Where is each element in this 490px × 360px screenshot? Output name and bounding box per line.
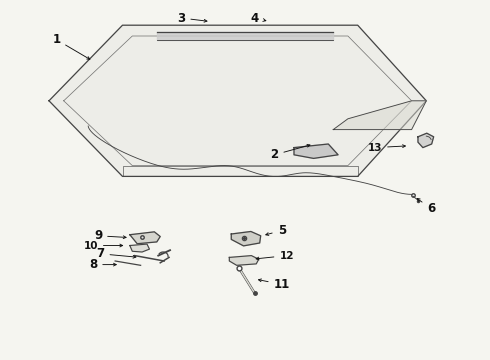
Text: 1: 1 [52, 33, 90, 59]
Text: 4: 4 [251, 12, 266, 24]
Text: 2: 2 [270, 144, 310, 161]
Polygon shape [418, 133, 434, 148]
Text: 3: 3 [177, 12, 207, 24]
Text: 10: 10 [83, 240, 122, 251]
Text: 11: 11 [259, 278, 290, 291]
Polygon shape [229, 256, 259, 265]
Text: 9: 9 [94, 229, 126, 242]
Text: 12: 12 [256, 251, 294, 261]
Polygon shape [333, 101, 426, 130]
Polygon shape [130, 244, 149, 252]
Text: 6: 6 [417, 198, 435, 215]
Text: 7: 7 [97, 247, 136, 260]
Text: 13: 13 [368, 143, 405, 153]
Text: 8: 8 [89, 258, 116, 271]
Polygon shape [49, 25, 426, 176]
Polygon shape [231, 231, 261, 246]
Polygon shape [294, 144, 338, 158]
Polygon shape [130, 232, 160, 244]
Text: 5: 5 [266, 224, 286, 237]
